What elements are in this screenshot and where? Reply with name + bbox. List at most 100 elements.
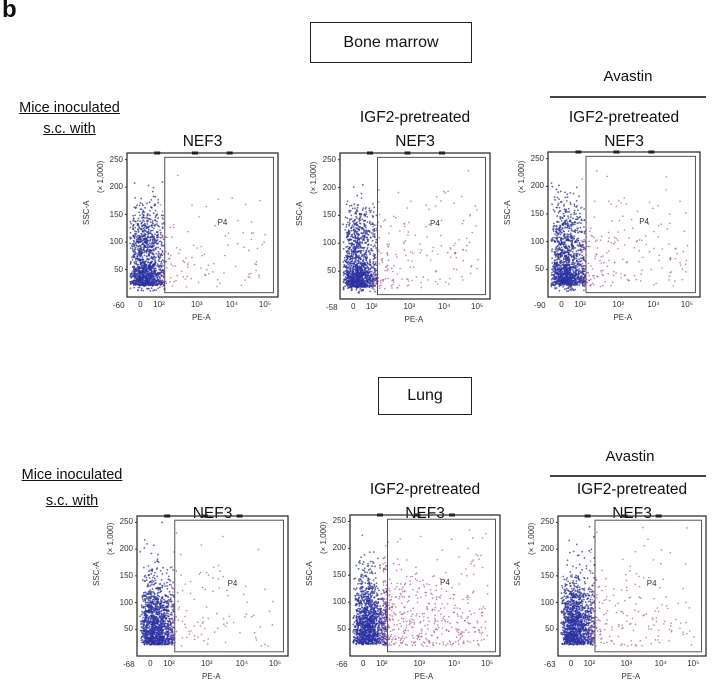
cell-event-point (158, 596, 160, 598)
cell-event-point (152, 220, 154, 222)
gated-event-point (679, 262, 681, 264)
gated-event-point (615, 272, 617, 274)
cell-event-point (559, 233, 561, 235)
gated-event-point (475, 225, 477, 227)
cell-event-point (348, 253, 350, 255)
cell-event-point (569, 282, 571, 284)
x-tick-label: 10⁵ (681, 300, 693, 309)
cell-event-point (570, 203, 572, 205)
cell-event-point (564, 288, 566, 290)
gated-event-point (251, 221, 253, 223)
cell-event-point (363, 286, 365, 288)
gated-event-point (160, 204, 162, 206)
gated-event-point (227, 244, 229, 246)
gated-event-point (393, 216, 395, 218)
cell-event-point (373, 289, 375, 291)
gated-event-point (592, 282, 594, 284)
gated-event-point (637, 211, 639, 213)
cell-event-point (570, 216, 572, 218)
cell-event-point (356, 248, 358, 250)
cell-event-point (132, 215, 134, 217)
gate-label: P4 (218, 218, 228, 227)
gated-event-point (610, 285, 612, 287)
gated-event-point (441, 220, 443, 222)
cell-event-point (570, 250, 572, 252)
cell-event-point (556, 215, 558, 217)
cell-event-point (135, 247, 137, 249)
cell-event-point (565, 270, 567, 272)
gated-event-point (584, 273, 586, 275)
cell-event-point (345, 276, 347, 278)
gated-event-point (658, 260, 660, 262)
cell-event-point (375, 215, 377, 217)
cell-event-point (153, 255, 155, 257)
cell-event-point (584, 231, 586, 233)
cell-event-point (565, 222, 567, 224)
gated-event-point (581, 240, 583, 242)
cell-event-point (157, 242, 159, 244)
cell-event-point (559, 236, 561, 238)
y-axis-label: SSC-A (295, 202, 304, 226)
cell-event-point (130, 247, 132, 249)
cell-event-point (373, 211, 375, 213)
cell-event-point (368, 263, 370, 265)
cell-event-point (361, 290, 363, 292)
cell-event-point (370, 277, 372, 279)
x-tick-label: 10³ (191, 300, 203, 309)
cell-event-point (566, 194, 568, 196)
cell-event-point (369, 282, 371, 284)
cell-event-point (574, 223, 576, 225)
cell-event-point (352, 269, 354, 271)
cell-event-point (557, 234, 559, 236)
cell-event-point (142, 617, 144, 619)
cell-event-point (155, 253, 157, 255)
cell-event-point (345, 270, 347, 272)
gated-event-point (421, 249, 423, 251)
cell-event-point (356, 276, 358, 278)
cell-event-point (555, 250, 557, 252)
cell-event-point (163, 238, 165, 240)
cell-event-point (569, 284, 571, 286)
y-axis-label: SSC-A (82, 201, 91, 225)
cell-event-point (352, 207, 354, 209)
cell-event-point (555, 283, 557, 285)
cell-event-point (362, 260, 364, 262)
cell-event-point (143, 224, 145, 226)
gated-event-point (206, 206, 208, 208)
gated-event-point (194, 264, 196, 266)
gated-event-point (682, 268, 684, 270)
cell-event-point (162, 181, 164, 183)
cell-event-point (366, 280, 368, 282)
cell-event-point (343, 274, 345, 276)
cell-event-point (353, 285, 355, 287)
cell-event-point (364, 223, 366, 225)
gated-event-point (592, 275, 594, 277)
cell-event-point (362, 263, 364, 265)
gated-event-point (378, 251, 380, 253)
cell-event-point (154, 262, 156, 264)
cell-event-point (554, 199, 556, 201)
gated-event-point (190, 278, 192, 280)
cell-event-point (150, 266, 152, 268)
cell-event-point (573, 266, 575, 268)
gated-event-point (379, 287, 381, 289)
avastin-label-row2: Avastin (550, 448, 710, 465)
cell-event-point (568, 277, 570, 279)
cell-event-point (366, 281, 368, 283)
cell-event-point (553, 284, 555, 286)
cell-event-point (130, 223, 132, 225)
cell-event-point (366, 286, 368, 288)
cell-event-point (357, 207, 359, 209)
gated-event-point (396, 256, 398, 258)
cell-event-point (360, 258, 362, 260)
cell-event-point (352, 248, 354, 250)
cell-event-point (158, 259, 160, 261)
cell-event-point (559, 290, 561, 292)
cell-event-point (569, 225, 571, 227)
gated-event-point (594, 216, 596, 218)
cell-event-point (170, 567, 172, 569)
cell-event-point (573, 272, 575, 274)
cell-event-point (571, 273, 573, 275)
gated-event-point (191, 257, 193, 259)
cell-event-point (365, 250, 367, 252)
